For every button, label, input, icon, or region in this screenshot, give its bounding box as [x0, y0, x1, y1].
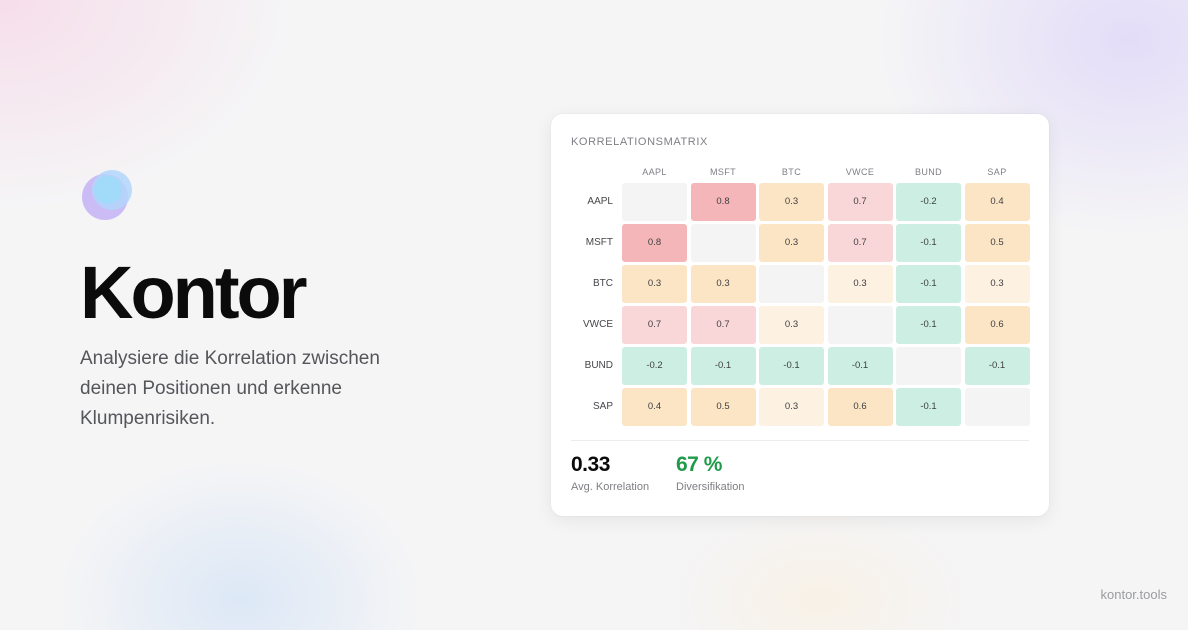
matrix-cell-sap-bund[interactable]: -0.1	[896, 388, 961, 426]
diversification-label: Diversifikation	[676, 481, 745, 493]
matrix-cell-aapl-btc[interactable]: 0.3	[759, 183, 824, 221]
site-link[interactable]: kontor.tools	[1100, 587, 1168, 602]
matrix-cell-btc-aapl[interactable]: 0.3	[622, 265, 687, 303]
matrix-cell-msft-msft[interactable]	[690, 224, 756, 262]
row-header-bund: BUND	[584, 360, 613, 371]
matrix-cell-aapl-vwce[interactable]: 0.7	[827, 183, 893, 221]
matrix-cell-sap-aapl[interactable]: 0.4	[622, 388, 687, 426]
row-header-msft: MSFT	[585, 237, 613, 248]
matrix-cell-sap-btc[interactable]: 0.3	[759, 388, 824, 426]
matrix-cell-vwce-vwce[interactable]	[827, 306, 893, 344]
matrix-cell-aapl-msft[interactable]: 0.8	[690, 183, 756, 221]
matrix-cell-btc-sap[interactable]: 0.3	[964, 265, 1030, 303]
diversification-value: 67 %	[676, 453, 722, 476]
matrix-cell-aapl-sap[interactable]: 0.4	[964, 183, 1030, 221]
matrix-cell-msft-sap[interactable]: 0.5	[964, 224, 1030, 262]
matrix-cell-msft-bund[interactable]: -0.1	[896, 224, 961, 262]
column-header-vwce: VWCE	[845, 167, 875, 177]
window-edge	[1188, 0, 1200, 630]
matrix-cell-vwce-sap[interactable]: 0.6	[964, 306, 1030, 344]
matrix-cell-vwce-aapl[interactable]: 0.7	[622, 306, 687, 344]
column-header-msft: MSFT	[709, 167, 737, 177]
matrix-cell-btc-bund[interactable]: -0.1	[896, 265, 961, 303]
row-header-sap: SAP	[592, 401, 613, 412]
matrix-cell-bund-btc[interactable]: -0.1	[759, 347, 824, 385]
kontor-logo-icon	[82, 170, 134, 220]
matrix-cell-bund-msft[interactable]: -0.1	[690, 347, 756, 385]
matrix-cell-btc-btc[interactable]	[759, 265, 824, 303]
matrix-cell-btc-msft[interactable]: 0.3	[690, 265, 756, 303]
matrix-cell-btc-vwce[interactable]: 0.3	[827, 265, 893, 303]
column-header-btc: BTC	[781, 167, 802, 177]
column-header-aapl: AAPL	[642, 167, 667, 177]
matrix-cell-aapl-aapl[interactable]	[622, 183, 687, 221]
matrix-cell-bund-sap[interactable]: -0.1	[964, 347, 1030, 385]
matrix-cell-msft-btc[interactable]: 0.3	[759, 224, 824, 262]
card-divider	[571, 440, 1029, 441]
row-header-vwce: VWCE	[583, 319, 613, 330]
matrix-cell-vwce-bund[interactable]: -0.1	[896, 306, 961, 344]
tagline: Analysiere die Korrelation zwischen dein…	[80, 348, 380, 429]
matrix-cell-sap-msft[interactable]: 0.5	[690, 388, 756, 426]
matrix-cell-bund-aapl[interactable]: -0.2	[622, 347, 687, 385]
correlation-card: KORRELATIONSMATRIX AAPL MSFT BTC VWCE BUND SA…	[551, 114, 1049, 516]
matrix-cell-sap-sap[interactable]	[964, 388, 1030, 426]
card-title: KORRELATIONSMATRIX	[571, 136, 708, 148]
matrix-cell-sap-vwce[interactable]: 0.6	[827, 388, 893, 426]
matrix-cell-msft-vwce[interactable]: 0.7	[827, 224, 893, 262]
avg-correlation-label: Avg. Korrelation	[571, 481, 650, 493]
matrix-cell-vwce-btc[interactable]: 0.3	[759, 306, 824, 344]
matrix-cell-bund-vwce[interactable]: -0.1	[827, 347, 893, 385]
matrix-cell-vwce-msft[interactable]: 0.7	[690, 306, 756, 344]
brand-title: Kontor	[80, 251, 307, 334]
row-header-btc: BTC	[593, 278, 613, 289]
avg-correlation-value: 0.33	[571, 453, 610, 476]
matrix-cell-msft-aapl[interactable]: 0.8	[622, 224, 687, 262]
matrix-cell-bund-bund[interactable]	[896, 347, 961, 385]
column-header-sap: SAP	[987, 167, 1007, 177]
matrix-cell-aapl-bund[interactable]: -0.2	[896, 183, 961, 221]
row-header-aapl: AAPL	[587, 196, 613, 207]
column-header-bund: BUND	[914, 167, 943, 177]
